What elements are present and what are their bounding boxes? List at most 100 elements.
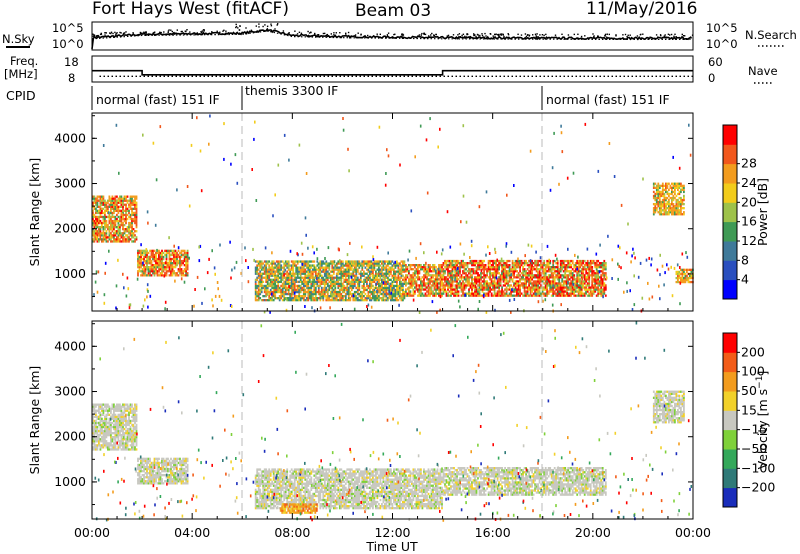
- power-speckle: [211, 249, 213, 253]
- power-cell: [426, 270, 428, 273]
- power-cell: [472, 284, 475, 287]
- power-cell: [499, 292, 502, 295]
- power-cell: [129, 205, 132, 208]
- power-cell: [550, 282, 553, 285]
- power-cell: [186, 264, 189, 267]
- power-cell: [529, 292, 532, 295]
- power-cell: [340, 270, 343, 273]
- power-cell: [158, 259, 160, 263]
- power-cell: [501, 266, 503, 269]
- power-cell: [565, 284, 568, 287]
- power-cell: [528, 286, 530, 289]
- power-cell: [652, 213, 655, 216]
- power-speckle: [537, 300, 540, 304]
- power-cell: [314, 272, 317, 275]
- noise-sky-point: [322, 32, 325, 35]
- power-cell: [311, 299, 314, 302]
- power-cell: [271, 280, 274, 283]
- power-cell: [159, 262, 162, 265]
- power-cell: [508, 292, 511, 295]
- power-cell: [274, 295, 277, 298]
- power-cell: [415, 276, 418, 279]
- power-cell: [341, 272, 344, 275]
- power-cell: [534, 286, 536, 289]
- power-cell: [311, 284, 314, 288]
- power-cell: [680, 209, 682, 212]
- power-cell: [107, 201, 109, 204]
- power-cell: [290, 297, 293, 300]
- power-cell: [595, 272, 598, 275]
- power-cell: [504, 264, 506, 267]
- power-cell: [110, 234, 112, 237]
- power-cell: [286, 272, 289, 275]
- power-cell: [468, 288, 470, 291]
- noise-sky-point: [258, 23, 260, 25]
- power-cell: [489, 268, 491, 271]
- power-cell: [677, 203, 679, 206]
- power-cell: [373, 264, 376, 267]
- power-cell: [414, 270, 416, 273]
- power-cell: [292, 297, 295, 300]
- power-speckle: [283, 297, 286, 301]
- power-cell: [478, 278, 481, 281]
- power-cell: [465, 264, 467, 267]
- power-cell: [150, 264, 153, 267]
- power-cell: [108, 228, 111, 231]
- power-cell: [454, 266, 457, 269]
- power-cell: [502, 259, 505, 263]
- power-cell: [325, 299, 328, 302]
- power-cell: [344, 278, 347, 281]
- power-cell: [313, 276, 316, 279]
- power-cell: [308, 274, 311, 277]
- power-cell: [435, 280, 437, 283]
- power-cell: [129, 221, 132, 225]
- power-cell: [364, 286, 367, 290]
- power-cell: [131, 201, 133, 204]
- power-cell: [559, 268, 562, 271]
- power-cell: [456, 272, 458, 275]
- power-cell: [304, 282, 307, 285]
- noise-sky-point: [360, 34, 362, 36]
- power-cell: [129, 232, 132, 235]
- power-cell: [271, 295, 274, 298]
- power-cell: [137, 253, 139, 257]
- power-cell: [319, 270, 322, 273]
- power-speckle: [446, 210, 449, 214]
- power-cell: [128, 224, 130, 227]
- power-cell: [140, 274, 142, 277]
- power-cell: [388, 278, 391, 281]
- power-cell: [570, 266, 573, 269]
- power-cell: [126, 201, 129, 204]
- power-cell: [338, 292, 341, 296]
- power-cell: [98, 221, 100, 225]
- power-cell: [538, 264, 541, 267]
- power-cell: [179, 268, 181, 271]
- power-cell: [376, 297, 379, 300]
- power-cell: [155, 253, 157, 257]
- power-cell: [570, 284, 573, 287]
- power-cell: [105, 238, 108, 241]
- power-speckle: [585, 291, 587, 295]
- power-cell: [358, 295, 361, 298]
- power-cell: [678, 209, 681, 212]
- power-cell: [408, 288, 410, 291]
- power-cell: [129, 226, 132, 229]
- power-cell: [522, 282, 524, 285]
- power-cell: [444, 266, 446, 269]
- power-cell: [269, 272, 272, 275]
- power-cell: [111, 219, 114, 223]
- power-cell: [668, 198, 670, 202]
- power-cell: [119, 201, 121, 204]
- power-cell: [475, 262, 478, 265]
- power-cell: [462, 266, 464, 269]
- power-cell: [496, 286, 499, 289]
- power-cell: [471, 280, 473, 283]
- power-cell: [579, 282, 582, 285]
- power-cell: [604, 262, 607, 265]
- power-cell: [317, 292, 320, 296]
- power-cell: [592, 262, 595, 265]
- power-cell: [544, 266, 547, 269]
- power-cell: [274, 292, 277, 296]
- power-cell: [435, 292, 437, 295]
- noise-sky-point: [664, 34, 666, 36]
